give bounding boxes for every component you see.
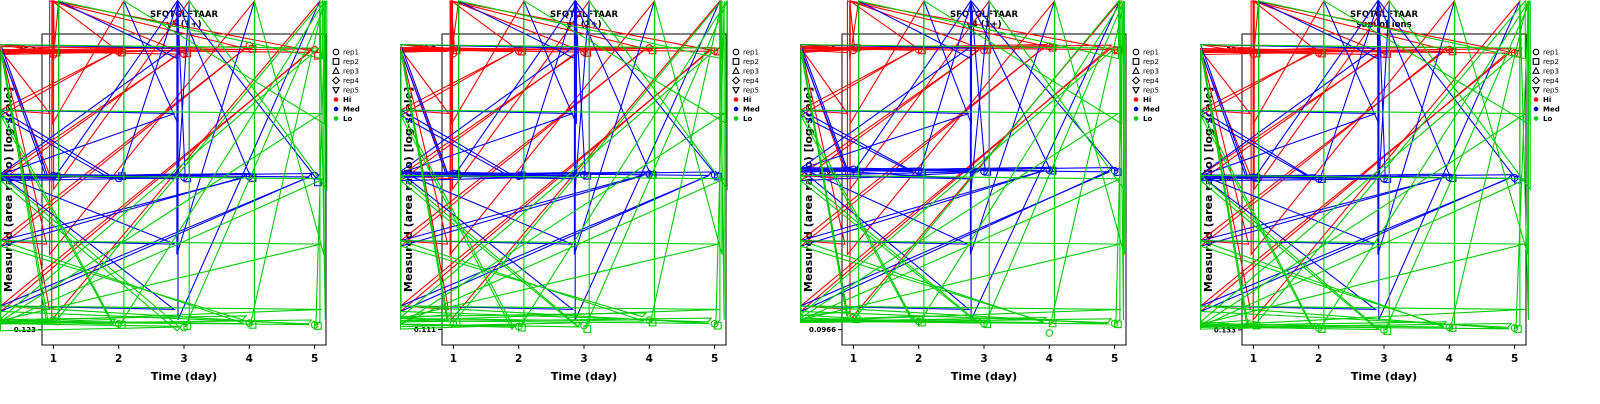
svg-text:0.0966: 0.0966 — [809, 326, 836, 334]
panel-1: SFQTGLFTAAR y5 (1+) 35.2 2.66 0.123 1 2 3 4 5 Time… — [0, 0, 400, 400]
svg-text:5: 5 — [1111, 353, 1118, 365]
series-Lo — [398, 0, 728, 333]
panel-subtitle: y4 (1+) — [966, 20, 1001, 30]
svg-text:Med: Med — [743, 105, 760, 113]
svg-text:rep2: rep2 — [1143, 58, 1159, 66]
svg-text:Hi: Hi — [743, 96, 751, 104]
x-axis: 1 2 3 4 5 — [450, 345, 718, 365]
panel-4: SFQTGLFTAAR sum of ions 38 2.84 0.133 1 2 3 4 5 Ti… — [1198, 0, 1600, 400]
svg-text:5: 5 — [1511, 353, 1518, 365]
svg-text:rep5: rep5 — [1143, 86, 1159, 94]
svg-text:rep2: rep2 — [1543, 58, 1559, 66]
panel-subtitle: y9 (2+) — [566, 20, 601, 30]
svg-text:0.133: 0.133 — [1214, 326, 1236, 334]
svg-text:3: 3 — [980, 353, 987, 365]
svg-text:3: 3 — [1380, 353, 1387, 365]
svg-text:4: 4 — [1046, 353, 1053, 365]
svg-text:5: 5 — [311, 353, 318, 365]
svg-text:1: 1 — [1250, 353, 1257, 365]
svg-text:rep2: rep2 — [743, 58, 759, 66]
svg-text:rep4: rep4 — [343, 77, 359, 85]
svg-text:rep4: rep4 — [1543, 77, 1559, 85]
series-Hi — [1198, 0, 1522, 322]
svg-text:1: 1 — [450, 353, 457, 365]
svg-text:rep3: rep3 — [343, 67, 359, 75]
x-axis: 1 2 3 4 5 — [50, 345, 318, 365]
svg-text:2: 2 — [1315, 353, 1322, 365]
x-axis-label: Time (day) — [551, 370, 617, 383]
svg-text:2: 2 — [115, 353, 122, 365]
svg-text:Med: Med — [1543, 105, 1560, 113]
svg-text:rep3: rep3 — [743, 67, 759, 75]
svg-text:3: 3 — [580, 353, 587, 365]
svg-text:rep1: rep1 — [1543, 48, 1559, 56]
svg-text:3: 3 — [180, 353, 187, 365]
svg-text:Lo: Lo — [1543, 115, 1552, 123]
series-Lo — [1198, 0, 1531, 335]
svg-text:rep3: rep3 — [1143, 67, 1159, 75]
svg-text:Med: Med — [1143, 105, 1160, 113]
svg-text:rep4: rep4 — [1143, 77, 1159, 85]
svg-text:0.111: 0.111 — [414, 326, 436, 334]
series-Hi — [0, 0, 322, 322]
svg-text:Med: Med — [343, 105, 360, 113]
panel-title: SFQTGLFTAAR — [550, 10, 618, 20]
svg-text:5: 5 — [711, 353, 718, 365]
svg-text:2: 2 — [515, 353, 522, 365]
svg-text:4: 4 — [246, 353, 253, 365]
svg-text:Lo: Lo — [343, 115, 352, 123]
series-Lo — [0, 0, 328, 332]
svg-text:4: 4 — [646, 353, 653, 365]
svg-text:rep1: rep1 — [743, 48, 759, 56]
svg-text:rep5: rep5 — [1543, 86, 1559, 94]
svg-text:rep1: rep1 — [1143, 48, 1159, 56]
x-axis: 1 2 3 4 5 — [1250, 345, 1518, 365]
svg-text:Lo: Lo — [1143, 115, 1152, 123]
svg-text:Hi: Hi — [1143, 96, 1151, 104]
panel-3: SFQTGLFTAAR y4 (1+) 35.3 2.68 0.0966 1 2 3 4 5 Tim… — [798, 0, 1200, 400]
x-axis: 1 2 3 4 5 — [850, 345, 1118, 365]
panel-title: SFQTGLFTAAR — [150, 10, 218, 20]
x-axis-label: Time (day) — [1351, 370, 1417, 383]
panel-title: SFQTGLFTAAR — [950, 10, 1018, 20]
svg-text:rep4: rep4 — [743, 77, 759, 85]
svg-text:rep1: rep1 — [343, 48, 359, 56]
panel-2: SFQTGLFTAAR y9 (2+) 40.9 2.85 0.111 1 2 3 4 5 Time… — [398, 0, 800, 400]
svg-text:rep2: rep2 — [343, 58, 359, 66]
series-Lo — [798, 0, 1125, 337]
x-axis-label: Time (day) — [951, 370, 1017, 383]
svg-text:Lo: Lo — [743, 115, 752, 123]
svg-text:2: 2 — [915, 353, 922, 365]
panel-subtitle: y5 (1+) — [166, 20, 201, 30]
x-axis-label: Time (day) — [151, 370, 217, 383]
svg-text:rep5: rep5 — [743, 86, 759, 94]
svg-text:1: 1 — [850, 353, 857, 365]
panel-subtitle: sum of ions — [1356, 20, 1411, 30]
svg-text:Hi: Hi — [1543, 96, 1551, 104]
svg-text:1: 1 — [50, 353, 57, 365]
svg-text:4: 4 — [1446, 353, 1453, 365]
svg-text:rep5: rep5 — [343, 86, 359, 94]
svg-text:Hi: Hi — [343, 96, 351, 104]
svg-text:rep3: rep3 — [1543, 67, 1559, 75]
